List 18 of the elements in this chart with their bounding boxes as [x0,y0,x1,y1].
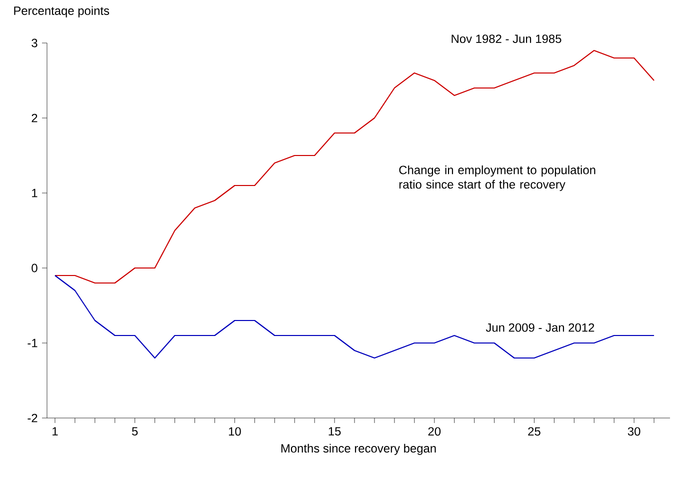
x-tick-label: 15 [328,427,341,436]
y-tick-label: 3 [32,38,38,48]
x-tick-label: 20 [428,427,441,436]
x-tick-label: 1 [52,427,58,436]
text: Nov 1982 - Jun 1985 [452,34,562,44]
x-tick-label: 5 [132,427,138,436]
x-axis-title: Months since recovery began [281,444,436,455]
series-label: Jun 2009 - Jan 2012 [486,323,594,332]
annotation: Change in employment to population ratio since start of the recovery [399,165,596,192]
y-tick-label: 0 [32,264,38,272]
y-tick-label: -2 [28,414,38,422]
y-tick-label: 2 [32,114,38,122]
x-tick-label: 30 [628,427,640,436]
y-tick-label: -1 [28,338,38,348]
y-tick-label: 1 [32,188,38,198]
y-axis-title: Percentaqe points [14,6,110,18]
x-tick-label: 10 [228,427,241,436]
x-tick-label: 25 [528,427,540,436]
